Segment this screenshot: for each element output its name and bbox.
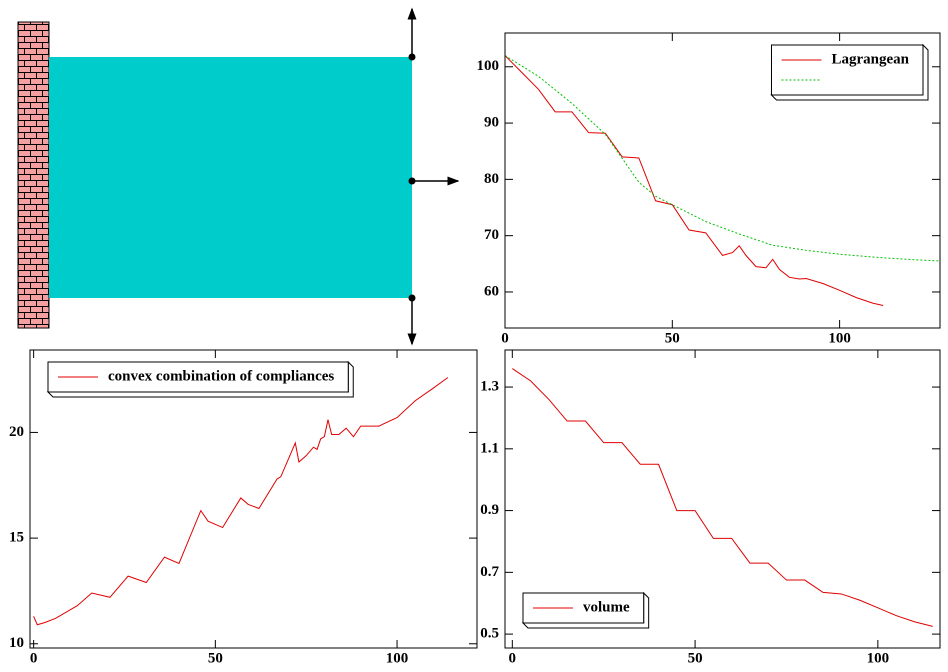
x-tick-label: 50 xyxy=(208,650,223,666)
x-tick-label: 50 xyxy=(688,650,703,666)
load-point xyxy=(408,294,416,302)
frame xyxy=(504,349,941,649)
chart: 60 70 80 90 100 0 50 100 Lagrangean xyxy=(477,32,941,346)
chart: 0.5 0.7 0.9 1.1 1.3 0 50 100 volume xyxy=(480,349,941,666)
legend-label: convex combination of compliances xyxy=(108,368,334,384)
x-tick-label: 100 xyxy=(386,650,409,666)
x-tick-label: 0 xyxy=(509,650,517,666)
beam-diagram xyxy=(17,7,460,346)
y-tick-label: 15 xyxy=(9,530,24,546)
y-tick-label: 0.9 xyxy=(480,502,499,518)
frame xyxy=(29,349,478,649)
y-tick-label: 1.3 xyxy=(480,378,499,394)
y-tick-label: 0.5 xyxy=(480,626,499,642)
y-tick-label: 1.1 xyxy=(480,440,499,456)
plot-area xyxy=(512,368,933,627)
x-tick-label: 0 xyxy=(501,330,509,346)
x-tick-label: 100 xyxy=(867,650,890,666)
y-tick-label: 10 xyxy=(9,635,24,651)
y-tick-label: 20 xyxy=(9,424,24,440)
legend: convex combination of compliances xyxy=(46,360,354,398)
chart: 10 15 20 0 50 100 convex combination of compli… xyxy=(9,349,478,666)
legend-box xyxy=(47,361,349,393)
series-line xyxy=(33,377,449,626)
load-point xyxy=(408,177,416,185)
load-point xyxy=(408,53,416,61)
legend-box xyxy=(770,44,924,96)
plot-area xyxy=(33,377,449,626)
y-tick-label: 80 xyxy=(484,171,499,187)
series-line xyxy=(505,55,940,262)
x-tick-label: 0 xyxy=(30,650,38,666)
legend: Lagrangean xyxy=(770,43,929,101)
y-tick-label: 0.7 xyxy=(480,564,499,580)
wall xyxy=(17,21,50,329)
legend-label: Lagrangean xyxy=(831,51,909,67)
y-tick-label: 60 xyxy=(484,283,499,299)
legend: volume xyxy=(521,591,650,629)
frame xyxy=(504,32,941,329)
legend-label: volume xyxy=(583,599,630,615)
y-tick-label: 100 xyxy=(477,58,500,74)
beam xyxy=(49,57,412,298)
y-tick-label: 70 xyxy=(484,227,499,243)
plot-area xyxy=(505,55,940,306)
series-line xyxy=(505,55,884,306)
x-tick-label: 50 xyxy=(665,330,680,346)
y-tick-label: 90 xyxy=(484,115,499,131)
x-tick-label: 100 xyxy=(828,330,851,346)
series-line xyxy=(512,368,933,627)
